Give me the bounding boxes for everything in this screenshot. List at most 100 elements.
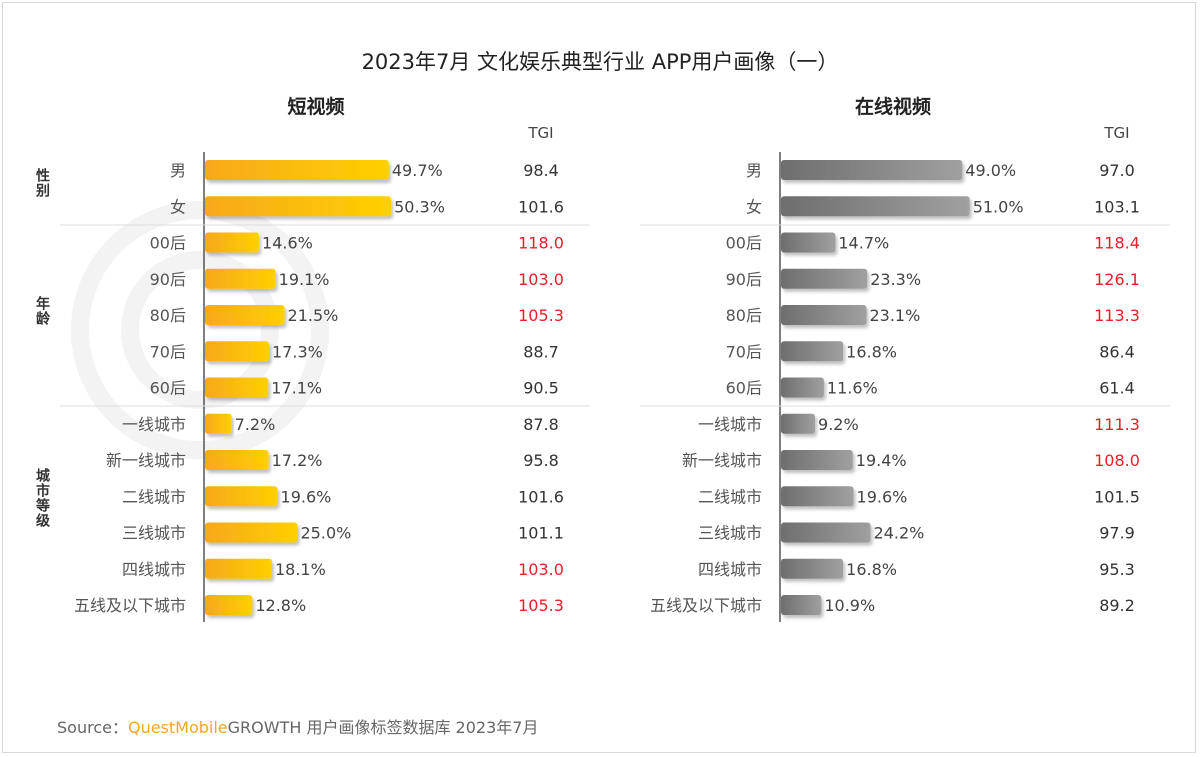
category-label: 三线城市 bbox=[698, 524, 762, 543]
bar bbox=[781, 377, 824, 398]
value-label: 24.2% bbox=[874, 524, 925, 543]
chart-title: 2023年7月 文化娱乐典型行业 APP用户画像（一） bbox=[361, 50, 839, 74]
category-label: 五线及以下城市 bbox=[650, 596, 762, 615]
value-label: 25.0% bbox=[301, 524, 352, 543]
watermark-ring-inner bbox=[121, 251, 279, 409]
value-label: 14.6% bbox=[262, 234, 313, 253]
bar bbox=[205, 413, 232, 434]
tgi-value: 98.4 bbox=[523, 161, 559, 180]
bar bbox=[205, 305, 285, 325]
bar bbox=[781, 450, 853, 470]
tgi-value: 101.1 bbox=[518, 524, 564, 543]
category-label: 80后 bbox=[726, 306, 762, 325]
value-label: 14.7% bbox=[838, 234, 889, 253]
value-label: 10.9% bbox=[824, 596, 875, 615]
source-text: GROWTH 用户画像标签数据库 2023年7月 bbox=[227, 718, 539, 737]
bar bbox=[781, 232, 836, 253]
category-label: 女 bbox=[746, 197, 762, 216]
bar bbox=[781, 268, 868, 289]
tgi-value: 88.7 bbox=[523, 342, 559, 361]
bar bbox=[781, 305, 867, 325]
bar bbox=[205, 486, 278, 507]
category-label: 90后 bbox=[726, 270, 762, 289]
category-label: 70后 bbox=[150, 342, 186, 361]
bar bbox=[781, 196, 970, 217]
value-label: 21.5% bbox=[288, 306, 339, 325]
right-tgi-header: TGI bbox=[1104, 124, 1130, 142]
value-label: 11.6% bbox=[827, 379, 878, 398]
tgi-value: 89.2 bbox=[1099, 596, 1135, 615]
group-label-city-tier: 城市等级 bbox=[34, 468, 50, 528]
value-label: 51.0% bbox=[973, 197, 1024, 216]
value-label: 16.8% bbox=[846, 560, 897, 579]
category-label: 三线城市 bbox=[122, 524, 186, 543]
value-label: 19.6% bbox=[857, 487, 908, 506]
category-label: 新一线城市 bbox=[682, 451, 762, 470]
category-label: 新一线城市 bbox=[106, 451, 186, 470]
tgi-value: 101.6 bbox=[518, 487, 564, 506]
watermark-logo bbox=[71, 201, 329, 459]
tgi-value: 61.4 bbox=[1099, 379, 1135, 398]
category-label: 二线城市 bbox=[698, 487, 762, 506]
category-label: 一线城市 bbox=[122, 415, 186, 434]
value-label: 16.8% bbox=[846, 342, 897, 361]
value-label: 18.1% bbox=[275, 560, 326, 579]
category-label: 00后 bbox=[726, 234, 762, 253]
bar bbox=[781, 413, 816, 434]
tgi-value: 86.4 bbox=[1099, 342, 1135, 361]
source-note: Source：QuestMobileGROWTH 用户画像标签数据库 2023年… bbox=[57, 714, 538, 738]
category-label: 80后 bbox=[150, 306, 186, 325]
value-label: 17.2% bbox=[272, 451, 323, 470]
category-label: 一线城市 bbox=[698, 415, 762, 434]
category-label: 70后 bbox=[726, 342, 762, 361]
tgi-value: 105.3 bbox=[518, 596, 564, 615]
category-label: 四线城市 bbox=[122, 560, 186, 579]
bar bbox=[781, 486, 854, 507]
tgi-value: 97.0 bbox=[1099, 161, 1135, 180]
category-label: 60后 bbox=[150, 379, 186, 398]
value-label: 50.3% bbox=[394, 197, 445, 216]
tgi-value: 90.5 bbox=[523, 379, 559, 398]
bar bbox=[205, 341, 270, 362]
group-label-gender: 性别 bbox=[34, 168, 50, 198]
value-label: 19.1% bbox=[279, 270, 330, 289]
value-label: 7.2% bbox=[235, 415, 276, 434]
value-label: 19.6% bbox=[281, 487, 332, 506]
value-label: 23.1% bbox=[869, 306, 920, 325]
left-panel-title: 短视频 bbox=[287, 96, 345, 118]
right-panel-title: 在线视频 bbox=[854, 96, 932, 118]
tgi-value: 95.8 bbox=[523, 451, 559, 470]
value-label: 49.7% bbox=[392, 161, 443, 180]
tgi-value: 95.3 bbox=[1099, 560, 1135, 579]
category-label: 00后 bbox=[150, 234, 186, 253]
bar bbox=[205, 450, 269, 470]
value-label: 12.8% bbox=[255, 596, 306, 615]
tgi-value: 108.0 bbox=[1094, 451, 1140, 470]
value-label: 49.0% bbox=[965, 161, 1016, 180]
category-label: 五线及以下城市 bbox=[74, 596, 186, 615]
bar bbox=[205, 268, 276, 289]
tgi-value: 103.1 bbox=[1094, 197, 1140, 216]
tgi-value: 101.6 bbox=[518, 197, 564, 216]
tgi-value: 113.3 bbox=[1094, 306, 1140, 325]
category-label: 60后 bbox=[726, 379, 762, 398]
bar bbox=[781, 558, 844, 579]
value-label: 9.2% bbox=[818, 415, 859, 434]
bar bbox=[205, 558, 272, 579]
category-label: 男 bbox=[170, 161, 186, 180]
tgi-value: 118.4 bbox=[1094, 234, 1140, 253]
tgi-value: 105.3 bbox=[518, 306, 564, 325]
source-prefix: Source： bbox=[57, 718, 128, 737]
value-label: 23.3% bbox=[870, 270, 921, 289]
tgi-value: 118.0 bbox=[518, 234, 564, 253]
left-tgi-header: TGI bbox=[528, 124, 554, 142]
bar bbox=[781, 160, 963, 180]
bar bbox=[205, 595, 253, 615]
bar bbox=[205, 160, 389, 180]
value-label: 19.4% bbox=[856, 451, 907, 470]
value-label: 17.3% bbox=[272, 342, 323, 361]
category-label: 四线城市 bbox=[698, 560, 762, 579]
value-label: 17.1% bbox=[271, 379, 322, 398]
category-label: 二线城市 bbox=[122, 487, 186, 506]
